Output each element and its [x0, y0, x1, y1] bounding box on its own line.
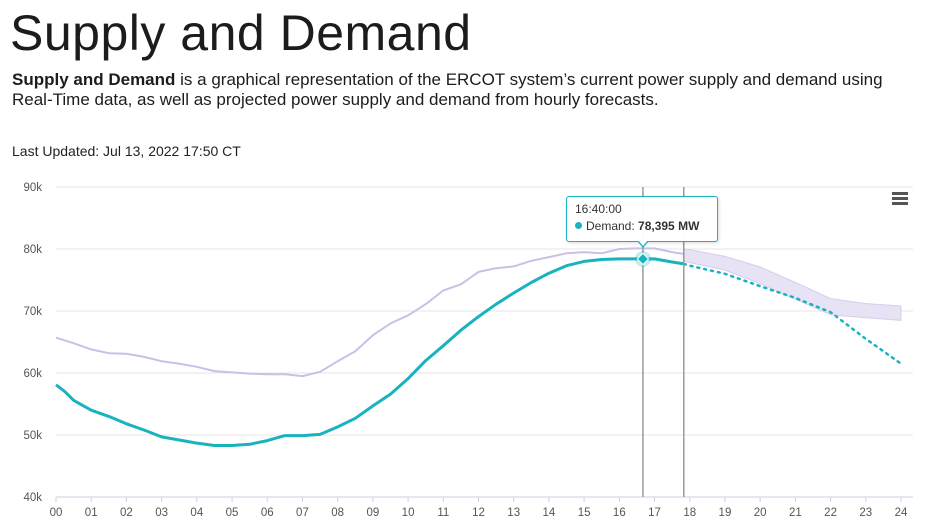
y-tick-label: 70k — [23, 306, 42, 318]
supply-line — [55, 247, 684, 378]
tooltip-series: Demand — [586, 219, 632, 233]
y-tick-label: 90k — [23, 182, 42, 194]
x-tick-label: 18 — [683, 507, 696, 519]
x-tick-label: 03 — [155, 507, 168, 519]
x-tick-label: 19 — [719, 507, 732, 519]
chart-menu-icon[interactable] — [891, 190, 911, 208]
x-tick-label: 02 — [120, 507, 133, 519]
x-tick-label: 06 — [261, 507, 274, 519]
x-tick-label: 10 — [402, 507, 415, 519]
x-tick-label: 04 — [190, 507, 203, 519]
x-tick-label: 22 — [824, 507, 837, 519]
x-tick-label: 14 — [543, 507, 556, 519]
y-tick-label: 40k — [23, 492, 42, 504]
x-tick-label: 24 — [895, 507, 908, 519]
x-tick-label: 20 — [754, 507, 767, 519]
demand-line — [55, 257, 685, 447]
tooltip-dot-icon — [575, 222, 582, 229]
x-tick-label: 21 — [789, 507, 802, 519]
x-tick-label: 07 — [296, 507, 309, 519]
x-tick-label: 09 — [366, 507, 379, 519]
chart-tooltip: 16:40:00 Demand: 78,395 MW — [566, 196, 718, 242]
x-tick-label: 13 — [507, 507, 520, 519]
x-tick-label: 15 — [578, 507, 591, 519]
y-tick-label: 50k — [23, 430, 42, 442]
x-tick-label: 23 — [859, 507, 872, 519]
x-tick-label: 00 — [50, 507, 63, 519]
last-updated: Last Updated: Jul 13, 2022 17:50 CT — [12, 143, 241, 159]
intro-paragraph: Supply and Demand is a graphical represe… — [12, 70, 917, 110]
x-tick-label: 17 — [648, 507, 661, 519]
x-tick-label: 11 — [437, 507, 449, 519]
page-title: Supply and Demand — [10, 5, 472, 61]
tooltip-row: Demand: 78,395 MW — [575, 218, 709, 235]
x-tick-label: 01 — [85, 507, 98, 519]
x-tick-label: 05 — [226, 507, 239, 519]
tooltip-pointer — [637, 240, 649, 248]
supply-forecast-band — [683, 248, 902, 321]
tooltip-time: 16:40:00 — [575, 202, 622, 216]
x-tick-label: 12 — [472, 507, 485, 519]
demand-forecast-line — [682, 262, 903, 365]
supply-demand-chart[interactable]: 40k 50k 60k 70k 80k 90k 00 01 02 03 04 05 06 07 08 09 10… — [0, 170, 932, 524]
highlight-marker — [636, 252, 650, 266]
intro-bold: Supply and Demand — [12, 70, 176, 89]
tooltip-value: 78,395 MW — [638, 219, 700, 233]
x-tick-label: 08 — [331, 507, 344, 519]
y-tick-label: 60k — [23, 368, 42, 380]
y-tick-label: 80k — [23, 244, 42, 256]
intro-text: is a graphical representation of the ERC… — [12, 70, 883, 109]
x-tick-label: 16 — [613, 507, 626, 519]
